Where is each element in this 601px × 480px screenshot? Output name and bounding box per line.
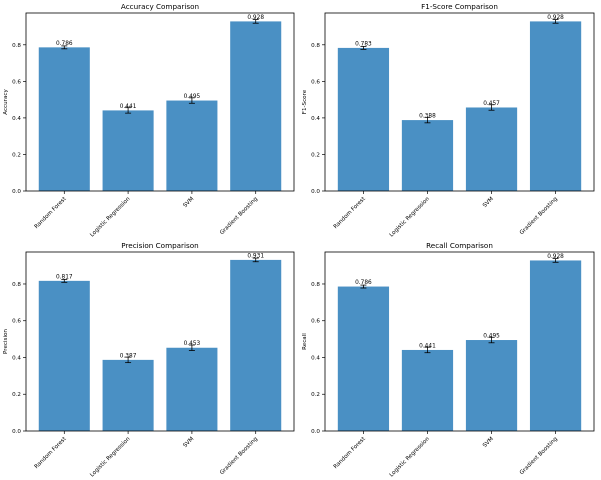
y-tick-label: 0.8 xyxy=(311,282,320,288)
y-tick-label: 0.8 xyxy=(12,282,21,288)
y-tick-label: 0.0 xyxy=(311,189,320,195)
data-label: 0.388 xyxy=(419,114,436,120)
y-tick-label: 0.2 xyxy=(12,392,21,398)
chart-title: Accuracy Comparison xyxy=(121,2,199,11)
data-label: 0.387 xyxy=(120,353,137,359)
bar-svm xyxy=(465,340,518,431)
chart-title: Recall Comparison xyxy=(426,241,493,250)
chart-panel-4: Recall Comparison Recall 0.0 0.2 0.4 0.6 0.8 0.… xyxy=(302,241,595,478)
y-tick-label: 0.4 xyxy=(311,116,320,122)
y-axis-label: Precision xyxy=(3,329,9,354)
data-label: 0.928 xyxy=(247,15,264,21)
y-axis-label: Recall xyxy=(302,333,308,350)
data-label: 0.931 xyxy=(247,253,264,259)
bar-gradient-boosting xyxy=(529,260,582,431)
plot-frame xyxy=(25,251,295,432)
data-label: 0.457 xyxy=(483,101,500,107)
y-tick-label: 0.0 xyxy=(12,189,21,195)
bar-logistic-regression xyxy=(401,120,454,191)
y-tick-label: 0.2 xyxy=(311,152,320,158)
plot-frame xyxy=(324,12,595,192)
y-tick-label: 0.6 xyxy=(12,319,21,325)
plot-frame xyxy=(25,12,295,192)
bar-random-forest xyxy=(38,47,90,192)
y-tick-label: 0.0 xyxy=(311,429,320,435)
chart-title: F1-Score Comparison xyxy=(421,2,498,11)
y-tick-label: 0.6 xyxy=(311,79,320,85)
y-tick-label: 0.0 xyxy=(12,429,21,435)
bar-svm xyxy=(166,347,218,431)
bar-gradient-boosting xyxy=(230,21,282,191)
y-tick-label: 0.8 xyxy=(311,43,320,49)
plot-frame xyxy=(324,251,595,432)
data-label: 0.928 xyxy=(547,254,564,260)
data-label: 0.786 xyxy=(56,41,73,47)
data-label: 0.783 xyxy=(355,41,372,47)
bar-gradient-boosting xyxy=(529,21,582,191)
y-tick-label: 0.6 xyxy=(311,319,320,325)
y-tick-label: 0.8 xyxy=(12,43,21,49)
data-label: 0.441 xyxy=(120,104,137,110)
y-tick-label: 0.4 xyxy=(311,355,320,361)
bar-logistic-regression xyxy=(401,349,454,431)
bar-svm xyxy=(166,100,218,191)
data-label: 0.817 xyxy=(56,274,73,280)
data-label: 0.928 xyxy=(547,15,564,21)
data-label: 0.453 xyxy=(184,341,201,347)
data-label: 0.786 xyxy=(355,280,372,286)
bar-logistic-regression xyxy=(102,110,154,191)
data-label: 0.441 xyxy=(419,343,436,349)
y-tick-label: 0.4 xyxy=(12,355,21,361)
bar-random-forest xyxy=(337,47,390,191)
chart-panel-3: Precision Comparison Precision 0.0 0.2 0.4 0.… xyxy=(3,241,295,478)
data-label: 0.495 xyxy=(184,94,201,100)
y-tick-label: 0.2 xyxy=(12,152,21,158)
bar-svm xyxy=(465,107,518,191)
bar-random-forest xyxy=(337,286,390,431)
bar-random-forest xyxy=(38,280,90,431)
y-axis-label: Accuracy xyxy=(3,89,9,115)
chart-panel-2: F1-Score Comparison F1-Score 0.0 0.2 0.4 0.6 0… xyxy=(302,2,595,238)
y-tick-label: 0.4 xyxy=(12,116,21,122)
chart-title: Precision Comparison xyxy=(121,241,198,250)
y-tick-label: 0.2 xyxy=(311,392,320,398)
chart-panels: Accuracy Comparison Accuracy 0.0 0.2 0.4 0.6 0… xyxy=(3,2,595,478)
data-label: 0.495 xyxy=(483,334,500,340)
y-axis-label: F1-Score xyxy=(302,89,308,114)
y-tick-label: 0.6 xyxy=(12,79,21,85)
bar-logistic-regression xyxy=(102,359,154,431)
bar-gradient-boosting xyxy=(230,259,282,431)
